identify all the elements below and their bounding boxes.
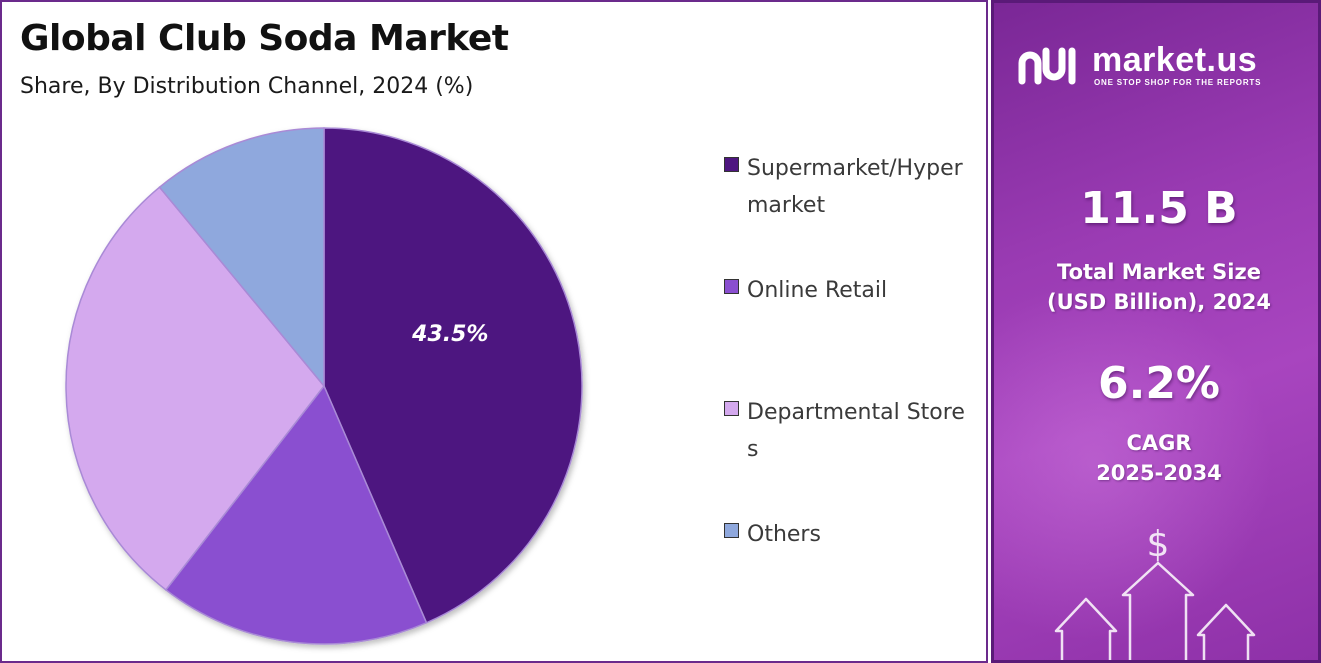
dollar-icon: $ bbox=[1147, 524, 1170, 565]
pie-slice-departmental-stores bbox=[65, 186, 325, 591]
legend-swatch-online-retail bbox=[724, 279, 739, 294]
pie-slice-supermarket bbox=[323, 127, 583, 624]
growth-arrows-decoration: $ bbox=[1054, 524, 1256, 660]
legend-item-departmental-stores: Departmental Stores bbox=[724, 394, 972, 468]
legend-label-others: Others bbox=[747, 522, 821, 547]
legend-label-departmental-stores: Departmental Stores bbox=[747, 400, 965, 462]
cagr-label: CAGR 2025-2034 bbox=[994, 428, 1318, 488]
summary-sidebar: market.us ONE STOP SHOP FOR THE REPORTS … bbox=[991, 0, 1321, 663]
cagr-label-line-1: CAGR bbox=[1126, 431, 1192, 455]
brand-logo: market.us ONE STOP SHOP FOR THE REPORTS bbox=[1016, 41, 1306, 91]
legend-item-supermarket: Supermarket/Hypermarket bbox=[724, 150, 972, 224]
legend-label-supermarket: Supermarket/Hypermarket bbox=[747, 156, 963, 218]
legend-swatch-others bbox=[724, 523, 739, 538]
market-size-label-line-1: Total Market Size bbox=[1057, 260, 1261, 284]
chart-subtitle: Share, By Distribution Channel, 2024 (%) bbox=[20, 74, 474, 99]
legend-label-online-retail: Online Retail bbox=[747, 278, 888, 303]
chart-legend: Supermarket/Hypermarket Online Retail De… bbox=[724, 0, 979, 663]
growth-arrow-icon-left bbox=[1054, 597, 1118, 660]
background-glow bbox=[994, 283, 1274, 643]
pie-slice-online-retail bbox=[164, 384, 428, 645]
market-size-value: 11.5 B bbox=[1080, 183, 1238, 234]
legend-item-online-retail: Online Retail bbox=[724, 272, 972, 309]
market-us-logo-icon bbox=[1018, 47, 1076, 85]
cagr-label-line-2: 2025-2034 bbox=[1096, 461, 1222, 485]
brand-tagline: ONE STOP SHOP FOR THE REPORTS bbox=[1094, 78, 1262, 87]
brand-name: market.us bbox=[1092, 41, 1258, 79]
market-size-label-line-2: (USD Billion), 2024 bbox=[1046, 290, 1272, 314]
growth-arrow-icon-center bbox=[1121, 561, 1195, 660]
market-size-label: Total Market Size (USD Billion), 2024 bbox=[994, 257, 1318, 317]
legend-item-others: Others bbox=[724, 516, 972, 553]
legend-swatch-supermarket bbox=[724, 157, 739, 172]
legend-swatch-departmental-stores bbox=[724, 401, 739, 416]
data-label-supermarket: 43.5% bbox=[411, 322, 488, 347]
chart-title: Global Club Soda Market bbox=[20, 18, 509, 59]
pie-chart: 43.5% bbox=[65, 127, 583, 645]
cagr-value: 6.2% bbox=[1097, 358, 1221, 409]
pie-slice-others bbox=[158, 127, 325, 389]
growth-arrow-icon-right bbox=[1196, 603, 1256, 660]
